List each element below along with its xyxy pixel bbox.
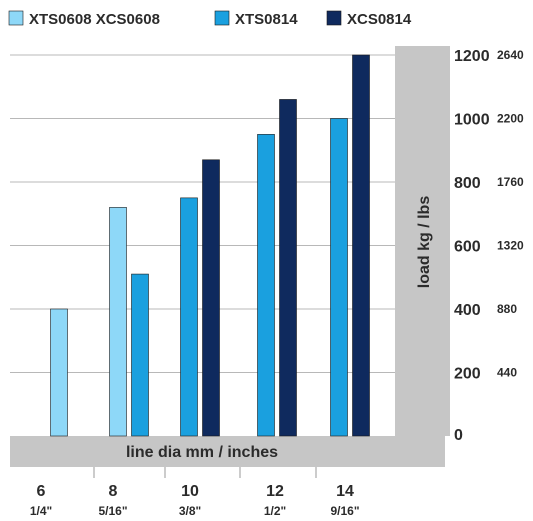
y-axis-title: load kg / lbs (416, 196, 433, 289)
bar-8-series-0 (109, 207, 127, 437)
x-tick-sublabel: 9/16" (330, 504, 359, 518)
x-axis-title: line dia mm / inches (126, 444, 278, 461)
x-tick-sublabel: 1/4" (30, 504, 52, 518)
legend-label-1: XTS0814 (235, 11, 298, 28)
y-axis-band (395, 46, 450, 436)
legend-label-2: XCS0814 (347, 11, 412, 28)
y-tick-label: 1200 (454, 48, 490, 65)
x-tick-label: 10 (181, 483, 199, 500)
y2-tick-label: 1760 (497, 175, 524, 189)
bar-6-series-0 (50, 308, 68, 437)
y-tick-label: 400 (454, 302, 481, 319)
bar-8-series-1 (131, 273, 149, 437)
legend-label-0: XTS0608 XCS0608 (29, 11, 160, 28)
x-tick-label: 12 (266, 483, 284, 500)
x-tick-sublabel: 5/16" (98, 504, 127, 518)
bar-10-series-2 (202, 159, 220, 437)
x-tick-label: 8 (109, 483, 118, 500)
legend-swatch-2 (326, 10, 342, 26)
y2-tick-label: 2640 (497, 48, 524, 62)
bar-10-series-1 (180, 197, 198, 437)
y2-tick-label: 440 (497, 366, 517, 380)
bar-14-series-2 (352, 54, 370, 437)
y2-tick-label: 2200 (497, 112, 524, 126)
bar-12-series-1 (257, 134, 275, 437)
y2-tick-label: 880 (497, 302, 517, 316)
x-tick-label: 6 (37, 483, 46, 500)
y-tick-label: 600 (454, 239, 481, 256)
x-tick-label: 14 (336, 483, 354, 500)
y-tick-label: 200 (454, 366, 481, 383)
legend-swatch-0 (8, 10, 24, 26)
x-tick-sublabel: 3/8" (179, 504, 201, 518)
legend-swatch-1 (214, 10, 230, 26)
bar-14-series-1 (330, 118, 348, 437)
bar-12-series-2 (279, 99, 297, 437)
y2-tick-label: 1320 (497, 239, 524, 253)
category-separators (93, 467, 317, 478)
y-tick-label: 0 (454, 427, 463, 444)
y-tick-label: 800 (454, 175, 481, 192)
y-tick-label: 1000 (454, 112, 490, 129)
legend: XTS0608 XCS0608 XTS0814 XCS0814 (8, 10, 412, 28)
y-tick-labels: 0 200 400 600 800 1000 1200 440 880 1320 1760 2200 2… (454, 48, 524, 444)
x-tick-labels: 6 1/4" 8 5/16" 10 3/8" 12 1/2" 14 9/16" (30, 483, 360, 518)
bars (50, 54, 370, 437)
x-axis-band (10, 436, 445, 467)
x-tick-sublabel: 1/2" (264, 504, 286, 518)
